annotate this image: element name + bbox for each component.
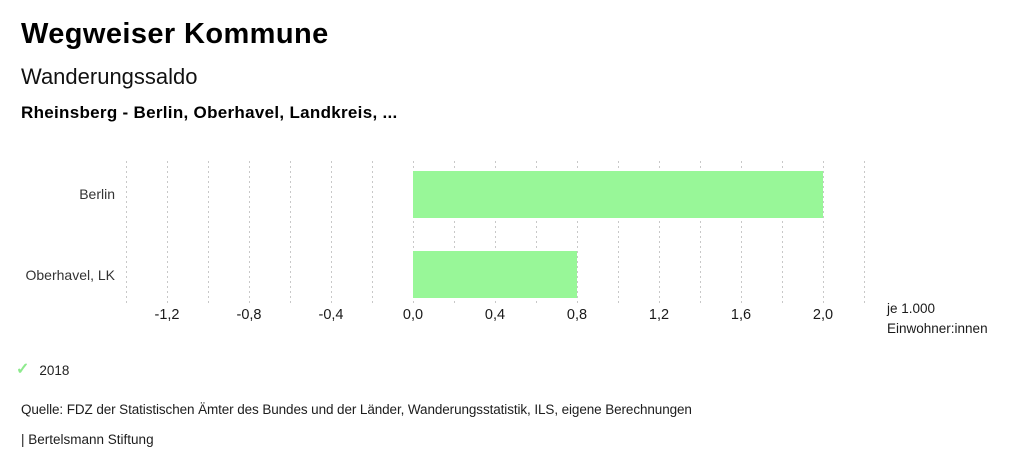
x-tick-label: -1,2 xyxy=(154,307,180,323)
x-tick-label: 1,2 xyxy=(648,307,670,323)
gridline xyxy=(536,161,537,306)
gridline xyxy=(823,161,824,306)
gridline xyxy=(659,161,660,306)
axis-unit-line2: Einwohner:innen xyxy=(887,321,988,336)
axis-unit-label: je 1.000 Einwohner:innen xyxy=(887,299,988,339)
bar-berlin[interactable] xyxy=(413,170,823,218)
bar-oberhavel-lk[interactable] xyxy=(413,251,577,299)
x-tick-label: 1,6 xyxy=(730,307,752,323)
x-tick-label: 0,0 xyxy=(402,307,424,323)
legend-item-2018[interactable]: ✓ 2018 xyxy=(16,362,69,378)
category-labels: Berlin Oberhavel, LK xyxy=(0,161,116,306)
gridline xyxy=(413,161,414,306)
chart-subtitle: Rheinsberg - Berlin, Oberhavel, Landkrei… xyxy=(21,103,398,122)
chart-title: Wanderungssaldo xyxy=(21,64,198,89)
gridline xyxy=(741,161,742,306)
gridline xyxy=(700,161,701,306)
legend-year-label: 2018 xyxy=(39,362,70,378)
gridline xyxy=(167,161,168,306)
category-label: Oberhavel, LK xyxy=(25,266,116,283)
x-tick-label: 2,0 xyxy=(812,307,834,323)
plot-area xyxy=(126,161,865,306)
gridline xyxy=(618,161,619,306)
gridline xyxy=(782,161,783,306)
gridline xyxy=(372,161,373,306)
gridline xyxy=(864,161,865,306)
axis-unit-line1: je 1.000 xyxy=(887,301,936,316)
x-axis-ticks: -1,2 -0,8 -0,4 0,0 0,4 0,8 1,2 1,6 2,0 xyxy=(126,307,864,325)
category-label: Berlin xyxy=(79,186,115,203)
gridline xyxy=(126,161,127,306)
x-tick-label: -0,8 xyxy=(236,307,262,323)
gridline xyxy=(577,161,578,306)
source-text: Quelle: FDZ der Statistischen Ämter des … xyxy=(21,402,692,417)
gridline xyxy=(249,161,250,306)
gridline xyxy=(290,161,291,306)
x-tick-label: -0,4 xyxy=(318,307,344,323)
x-tick-label: 0,8 xyxy=(566,307,588,323)
gridline xyxy=(495,161,496,306)
gridline xyxy=(331,161,332,306)
gridline xyxy=(454,161,455,306)
check-icon: ✓ xyxy=(16,361,30,378)
gridline xyxy=(208,161,209,306)
x-tick-label: 0,4 xyxy=(484,307,506,323)
page-title: Wegweiser Kommune xyxy=(21,18,329,50)
attribution-text: | Bertelsmann Stiftung xyxy=(21,432,154,447)
